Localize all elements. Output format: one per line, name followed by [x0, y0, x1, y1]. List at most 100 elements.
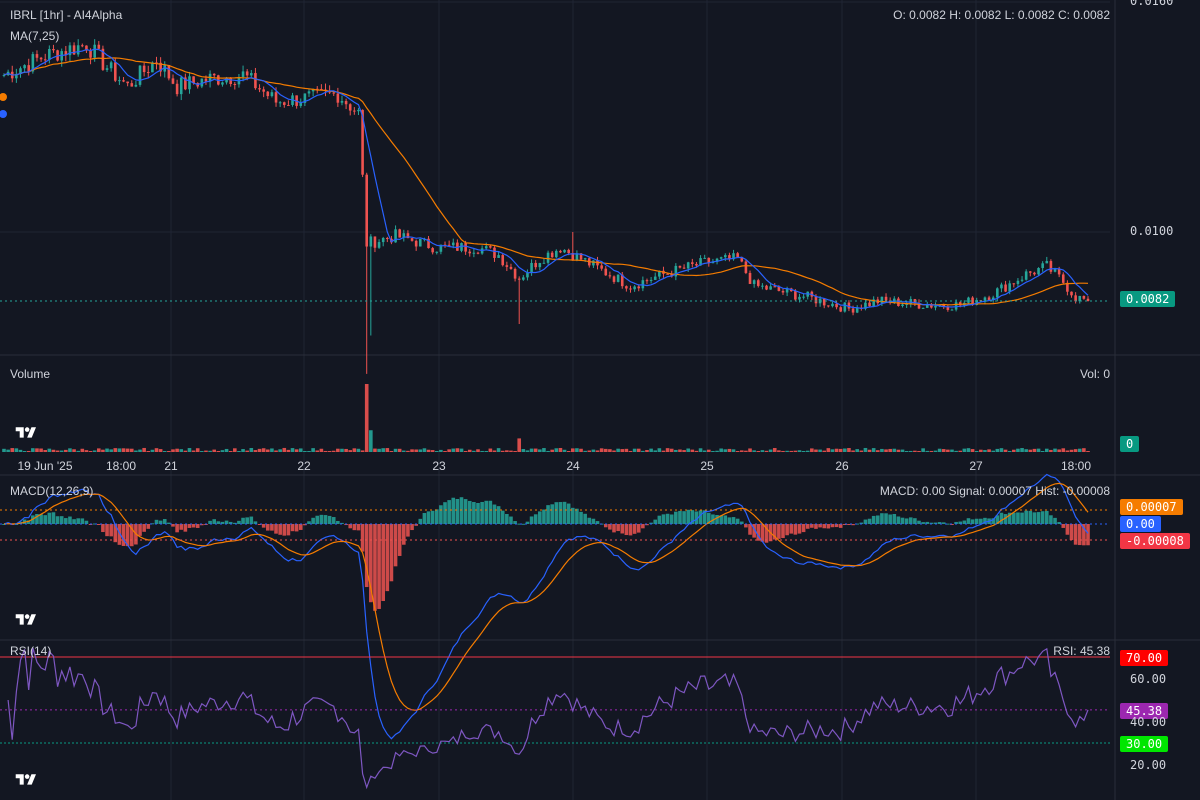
- candle-body: [204, 78, 208, 82]
- volume-bar: [253, 450, 258, 452]
- candle-body: [105, 68, 109, 70]
- candle-body: [299, 102, 303, 106]
- volume-bar: [129, 448, 134, 452]
- volume-bar: [480, 450, 484, 452]
- volume-bar: [455, 448, 460, 452]
- macd-hist-bar: [797, 524, 802, 534]
- macd-value-badge: 0.00: [1120, 516, 1161, 532]
- macd-hist-bar: [521, 523, 526, 525]
- candle-body: [748, 272, 752, 284]
- macd-hist-bar: [294, 524, 299, 532]
- macd-hist-bar: [896, 516, 901, 524]
- time-label-1: 18:00: [105, 459, 137, 473]
- volume-bar: [962, 448, 967, 452]
- candle-body: [365, 174, 369, 247]
- candle-body: [555, 250, 558, 258]
- candle-body: [637, 286, 641, 289]
- candle-body: [719, 257, 723, 259]
- candle-body: [1082, 295, 1086, 299]
- volume-bar: [694, 450, 699, 452]
- candle-body: [126, 81, 129, 84]
- macd-hist-bar: [323, 515, 328, 524]
- volume-bar: [142, 447, 146, 452]
- volume-bar: [859, 450, 864, 452]
- volume-bar: [538, 449, 542, 452]
- price-tick-top: 0.0160: [1130, 0, 1174, 8]
- candle-body: [1041, 263, 1044, 269]
- candle-body: [1016, 280, 1020, 284]
- macd-hist-bar: [336, 520, 340, 524]
- volume-bar: [521, 449, 526, 452]
- volume-bar: [414, 449, 418, 452]
- volume-bar: [1003, 449, 1008, 452]
- volume-bar: [298, 448, 303, 452]
- time-label-5: 24: [566, 459, 580, 473]
- volume-bar: [1057, 449, 1061, 452]
- macd-hist-bar: [777, 524, 781, 539]
- macd-signal-line: [3, 482, 1089, 711]
- macd-hist-bar: [315, 515, 320, 524]
- macd-hist-bar: [686, 509, 690, 524]
- macd-hist-bar: [620, 524, 625, 534]
- candle-body: [381, 237, 385, 243]
- volume-bar: [851, 450, 855, 452]
- candle-body: [678, 265, 682, 268]
- candle-body: [1008, 283, 1011, 292]
- macd-hist-bar: [921, 522, 925, 524]
- volume-bar: [406, 450, 410, 452]
- volume-bar: [270, 448, 274, 452]
- volume-bar: [636, 448, 641, 452]
- macd-hist-bar: [216, 521, 221, 524]
- macd-hist-bar: [373, 524, 377, 611]
- macd-hist-bar: [249, 516, 254, 524]
- macd-hist-bar: [311, 517, 315, 524]
- macd-hist-bar: [84, 520, 89, 524]
- macd-hist-bar: [348, 524, 353, 529]
- macd-hist-bar: [241, 517, 245, 524]
- symbol-title: IBRL [1hr] - AI4Alpha: [10, 8, 123, 22]
- volume-bar: [579, 448, 583, 452]
- rsi-line: [7, 647, 1089, 790]
- candle-body: [509, 266, 513, 269]
- candle-body: [1037, 268, 1040, 275]
- candle-body: [406, 233, 410, 239]
- volume-bar: [950, 449, 954, 452]
- volume-bar: [546, 450, 550, 452]
- macd-hist-bar: [1086, 524, 1090, 546]
- candle-body: [691, 262, 694, 264]
- macd-hist-bar: [459, 497, 464, 524]
- candle-body: [550, 252, 554, 258]
- candle-body: [728, 255, 731, 260]
- macd-hist-bar: [566, 503, 571, 524]
- candle-body: [649, 279, 653, 281]
- candle-body: [68, 45, 72, 56]
- candle-body: [769, 286, 772, 290]
- macd-hist-bar: [496, 506, 501, 524]
- volume-bar: [364, 384, 369, 452]
- volume-bar: [138, 449, 142, 452]
- candle-body: [645, 280, 649, 282]
- volume-bar: [603, 448, 608, 452]
- volume-bar: [1040, 451, 1045, 452]
- macd-hist-bar: [76, 518, 80, 524]
- volume-bar: [707, 449, 711, 452]
- volume-bar: [179, 449, 184, 452]
- macd-line: [3, 473, 1089, 740]
- macd-hist-bar: [179, 524, 184, 530]
- volume-bar: [789, 450, 794, 452]
- volume-bar: [517, 438, 522, 452]
- macd-hist-bar: [1073, 524, 1078, 545]
- macd-hist-bar: [636, 524, 641, 533]
- volume-bar: [801, 451, 806, 452]
- volume-bar: [352, 448, 357, 452]
- volume-bar: [68, 448, 72, 452]
- macd-hist-bar: [624, 524, 629, 536]
- macd-hist-bar: [933, 522, 938, 524]
- volume-bar: [575, 448, 579, 452]
- candle-body: [23, 65, 26, 69]
- volume-bar: [55, 450, 60, 452]
- volume-bar: [983, 450, 987, 452]
- volume-bar: [917, 451, 921, 452]
- macd-hist-bar: [711, 514, 715, 524]
